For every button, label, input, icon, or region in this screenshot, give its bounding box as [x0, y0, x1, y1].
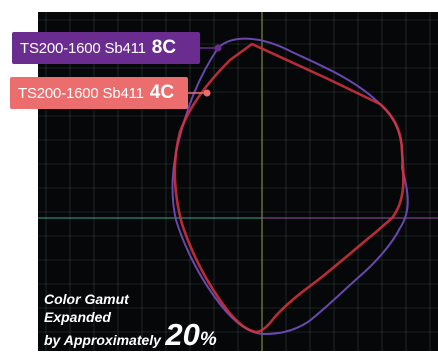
series-4c-leader-dot	[203, 89, 211, 97]
series-label-4c: TS200-1600 Sb411 4C	[10, 77, 188, 109]
series-layer	[171, 37, 409, 335]
caption-line-1: Color Gamut	[44, 291, 129, 307]
caption-line-3: by Approximately	[44, 332, 161, 348]
series-label-4c-variant: 4C	[149, 82, 175, 103]
series-8c-outline	[171, 37, 409, 335]
caption-line-2: Expanded	[44, 309, 111, 325]
caption-percent-sign: %	[199, 329, 217, 350]
caption-percent-value: 20	[165, 317, 200, 352]
series-label-8c-variant: 8C	[151, 37, 177, 58]
series-4c-outline	[173, 42, 405, 334]
series-label-8c: TS200-1600 Sb411 8C	[12, 32, 200, 64]
series-label-4c-base: TS200-1600 Sb411	[18, 84, 144, 102]
series-8c-leader-dot	[214, 44, 222, 52]
gamut-caption: Color Gamut Expanded by Approximately 20…	[44, 290, 217, 350]
series-label-8c-base: TS200-1600 Sb411	[20, 39, 146, 57]
label-leaders	[188, 44, 222, 97]
